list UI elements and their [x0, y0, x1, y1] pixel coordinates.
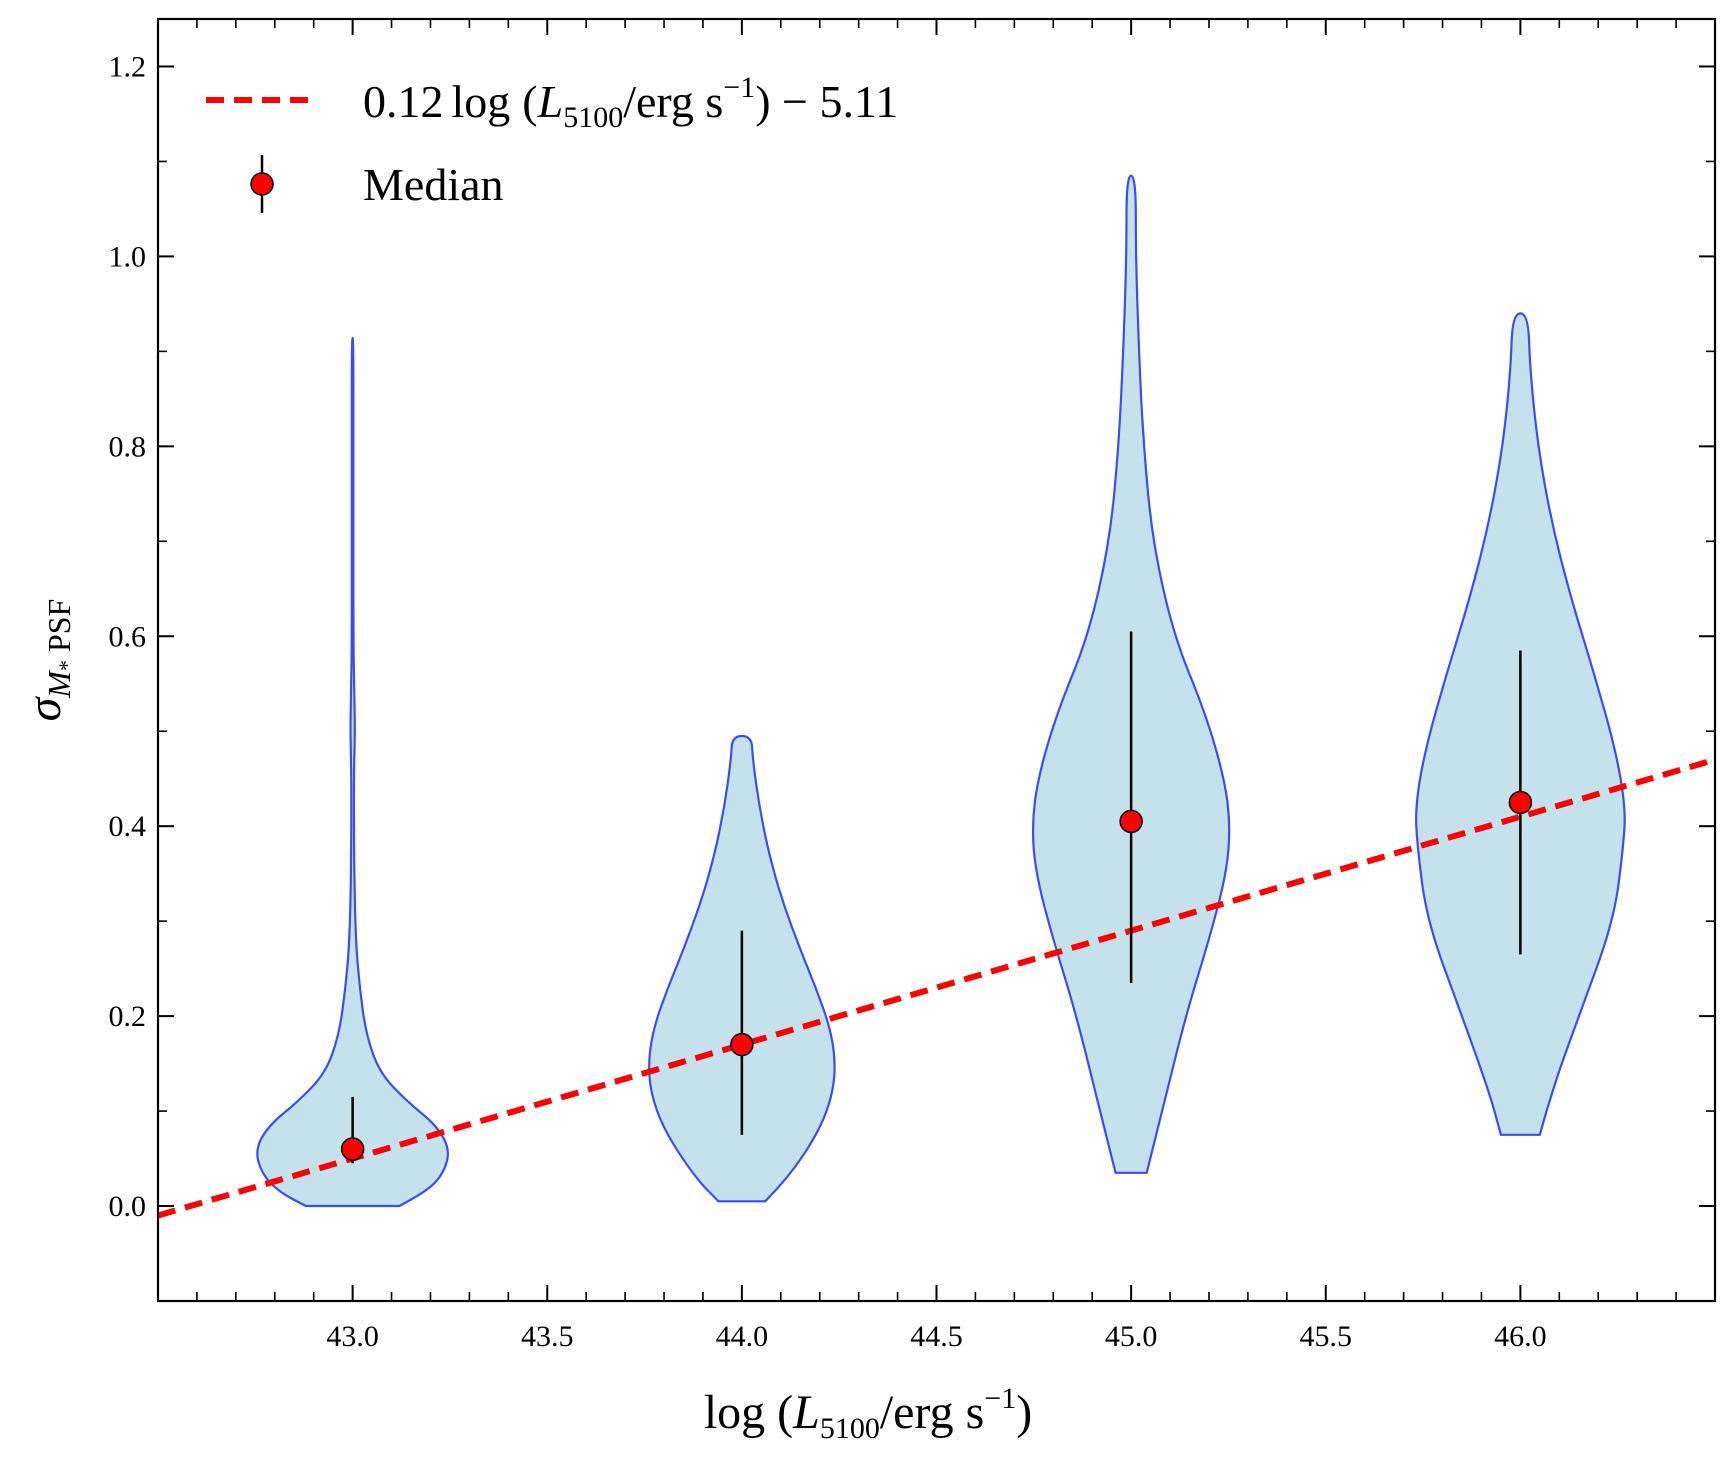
median-point-0: [340, 1137, 365, 1161]
x-axis-label-prefix: log (: [704, 1386, 793, 1439]
x-axis-label: log (L5100/erg s−1): [704, 1382, 1032, 1445]
y-axis-label-subsub: *: [54, 660, 79, 671]
legend-median-marker: [250, 172, 274, 196]
median-point-3: [1508, 790, 1533, 815]
x-tick-label-6: 46.0: [1494, 1320, 1547, 1353]
y-tick-label-4: 0.8: [109, 430, 147, 463]
x-tick-label-4: 45.0: [1105, 1320, 1158, 1353]
x-axis-label-var: L: [792, 1386, 820, 1439]
legend: 0.12 log (L5100/erg s−1) − 5.11 Median: [206, 71, 898, 213]
x-tick-label-2: 44.0: [716, 1320, 769, 1353]
legend-fit-line-label: 0.12 log (L5100/erg s−1) − 5.11: [363, 71, 898, 134]
y-axis-label: σM* PSF: [18, 599, 79, 722]
violin-0: [256, 336, 449, 1208]
x-tick-label-1: 43.5: [521, 1320, 574, 1353]
x-axis-label-mid: /erg s: [880, 1386, 984, 1439]
median-point-2: [1119, 809, 1143, 834]
y-axis-label-rest: PSF: [41, 599, 77, 660]
legend-fit-sup: −1: [723, 71, 755, 104]
legend-fit-coef: 0.12: [363, 76, 444, 127]
medians-group: [340, 631, 1533, 1164]
median-point-1: [730, 1032, 754, 1057]
y-tick-label-1: 0.2: [109, 1000, 147, 1033]
y-tick-label-3: 0.6: [109, 620, 147, 653]
fit-line-group: [158, 756, 1715, 1219]
legend-fit-paren: (: [522, 76, 537, 127]
legend-fit-unit: /erg s: [623, 76, 723, 127]
x-axis-label-sup: −1: [984, 1382, 1016, 1415]
x-axis-label-sub: 5100: [820, 1412, 880, 1445]
x-tick-label-3: 44.5: [910, 1320, 963, 1353]
y-tick-label-6: 1.2: [109, 50, 147, 83]
legend-fit-log: log: [452, 76, 511, 127]
ticks-group: [158, 19, 1715, 1302]
x-axis-label-suffix: ): [1016, 1386, 1032, 1439]
y-tick-label-5: 1.0: [109, 240, 147, 273]
legend-median-label: Median: [363, 159, 504, 210]
y-tick-label-2: 0.4: [109, 810, 147, 843]
y-tick-labels: 0.0 0.2 0.4 0.6 0.8 1.0 1.2: [109, 50, 147, 1223]
y-axis-label-sub: M: [41, 669, 77, 699]
legend-fit-tail: ) − 5.11: [755, 76, 898, 127]
legend-fit-var: L: [537, 76, 564, 127]
x-tick-label-5: 45.5: [1300, 1320, 1353, 1353]
x-tick-label-0: 43.0: [326, 1320, 379, 1353]
x-tick-labels: 43.0 43.5 44.0 44.5 45.0 45.5 46.0: [326, 1320, 1546, 1353]
legend-fit-sub: 5100: [563, 101, 623, 134]
y-axis-label-var: σ: [18, 695, 71, 721]
y-tick-label-0: 0.0: [109, 1190, 147, 1223]
fit-line: [158, 756, 1715, 1219]
